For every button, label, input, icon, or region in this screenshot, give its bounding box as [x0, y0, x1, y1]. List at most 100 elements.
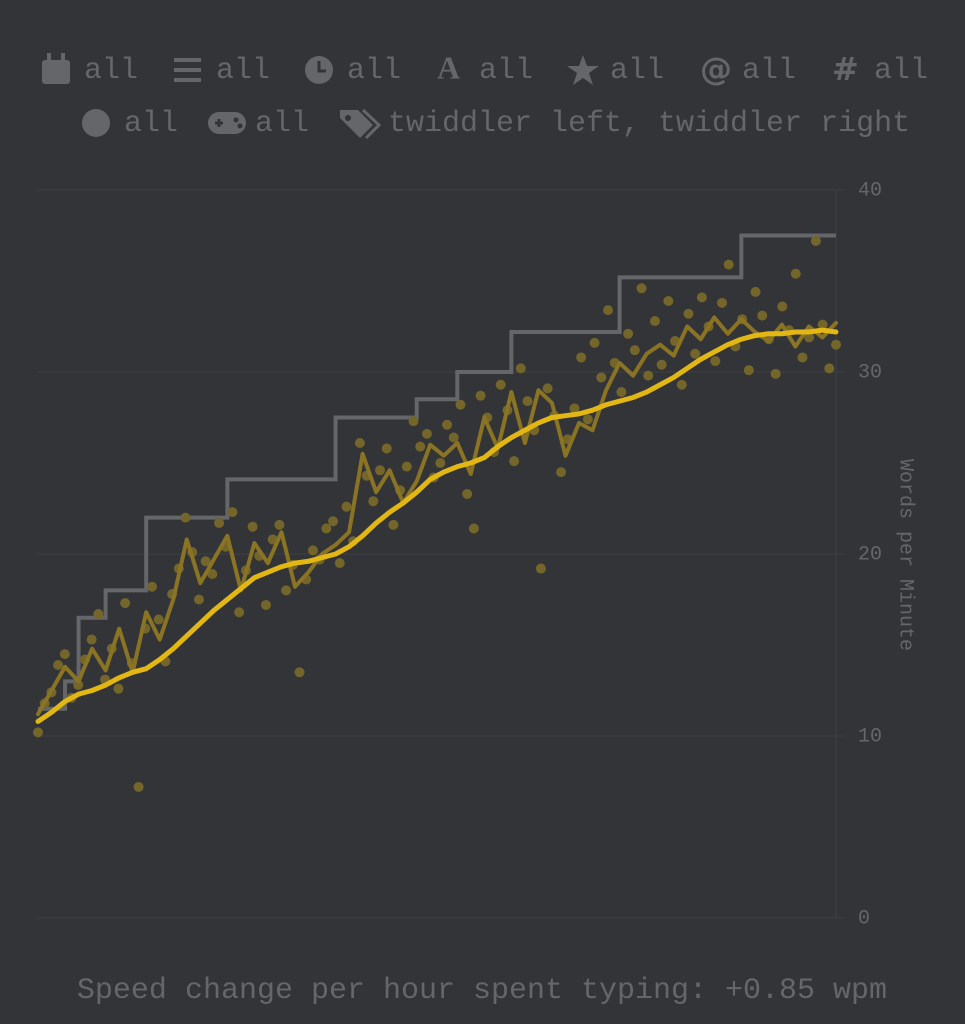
star-icon: [567, 55, 599, 85]
result-point: [797, 352, 808, 363]
result-point: [770, 368, 781, 379]
result-point: [717, 297, 727, 308]
result-point: [207, 569, 218, 580]
y-axis-title: Words per Minute: [894, 459, 917, 651]
result-point: [690, 348, 701, 359]
result-point: [723, 259, 734, 270]
result-point: [408, 416, 419, 427]
result-point: [368, 496, 379, 507]
result-point: [649, 316, 660, 327]
result-point: [53, 660, 64, 671]
y-tick-label: 10: [858, 725, 882, 748]
result-point: [435, 458, 446, 468]
y-tick-label: 0: [858, 907, 870, 930]
result-point: [375, 465, 385, 476]
result-point: [281, 585, 292, 596]
result-point: [86, 634, 97, 645]
result-point: [214, 518, 225, 529]
result-point: [388, 519, 399, 530]
result-point: [415, 441, 426, 452]
result-point: [307, 545, 318, 556]
result-point: [790, 268, 801, 279]
result-point: [234, 607, 245, 618]
result-point: [133, 781, 144, 792]
result-point: [542, 383, 553, 394]
result-point: [334, 558, 345, 569]
result-point: [696, 292, 707, 303]
result-point: [824, 363, 835, 374]
filter-language-2[interactable]: all: [124, 107, 178, 141]
result-point: [147, 581, 157, 592]
result-point: [113, 683, 124, 694]
filter-mode[interactable]: all: [216, 54, 270, 88]
clock-icon: [305, 56, 333, 84]
y-tick-label: 40: [858, 179, 882, 202]
plot-area: 0 10 20 30 40: [33, 179, 882, 930]
result-point: [354, 437, 365, 448]
filter-punctuation[interactable]: all: [742, 54, 796, 88]
result-point: [247, 521, 258, 532]
result-point: [817, 319, 828, 330]
result-point: [810, 235, 821, 246]
filters: all all all A all all @ all # all all al…: [42, 49, 928, 141]
result-point: [462, 488, 473, 499]
personal-best-line: [38, 233, 836, 711]
result-point: [556, 467, 567, 478]
result-point: [596, 372, 607, 383]
result-point: [710, 356, 721, 367]
result-point: [777, 301, 788, 312]
result-point: [93, 609, 104, 620]
result-point: [582, 414, 593, 425]
filter-language[interactable]: all: [479, 54, 533, 88]
result-point: [576, 352, 587, 363]
result-point: [59, 649, 70, 660]
y-tick-label: 30: [858, 361, 882, 384]
result-point: [522, 396, 533, 407]
result-point: [120, 598, 131, 609]
result-point: [589, 337, 600, 348]
result-point: [381, 443, 392, 454]
result-point: [475, 390, 486, 401]
result-point: [509, 456, 520, 467]
result-point: [421, 428, 432, 439]
result-point: [442, 419, 453, 430]
list-icon: [174, 58, 201, 82]
result-point: [401, 461, 412, 472]
result-point: [328, 516, 339, 527]
result-point: [274, 519, 285, 530]
globe-icon: [82, 109, 110, 137]
result-point: [73, 680, 84, 691]
result-point: [623, 328, 634, 339]
filter-difficulty[interactable]: all: [610, 54, 664, 88]
result-point: [656, 359, 667, 370]
filter-tags[interactable]: twiddler left, twiddler right: [388, 107, 910, 141]
footer-stat: Speed change per hour spent typing: +0.8…: [77, 974, 887, 1008]
filter-duration[interactable]: all: [347, 54, 401, 88]
result-point: [603, 305, 613, 316]
font-icon: A: [437, 49, 460, 85]
result-point: [448, 432, 459, 443]
tags-icon: [340, 108, 382, 140]
result-point: [683, 308, 694, 319]
filter-date[interactable]: all: [84, 54, 138, 88]
result-point: [757, 310, 768, 321]
filter-funbox[interactable]: all: [255, 107, 309, 141]
result-point: [468, 523, 479, 534]
result-point: [294, 667, 305, 678]
result-point: [193, 594, 204, 605]
y-tick-label: 20: [858, 543, 882, 566]
result-point: [663, 296, 674, 307]
result-point: [495, 379, 506, 390]
result-point: [515, 363, 526, 374]
result-point: [200, 556, 211, 567]
calendar-icon: [42, 53, 70, 84]
result-point: [616, 387, 627, 398]
filter-numbers[interactable]: all: [874, 54, 928, 88]
result-point: [804, 332, 815, 343]
result-point: [535, 563, 546, 574]
result-point: [33, 727, 43, 738]
trend-line: [35, 327, 839, 724]
result-point: [455, 399, 466, 410]
